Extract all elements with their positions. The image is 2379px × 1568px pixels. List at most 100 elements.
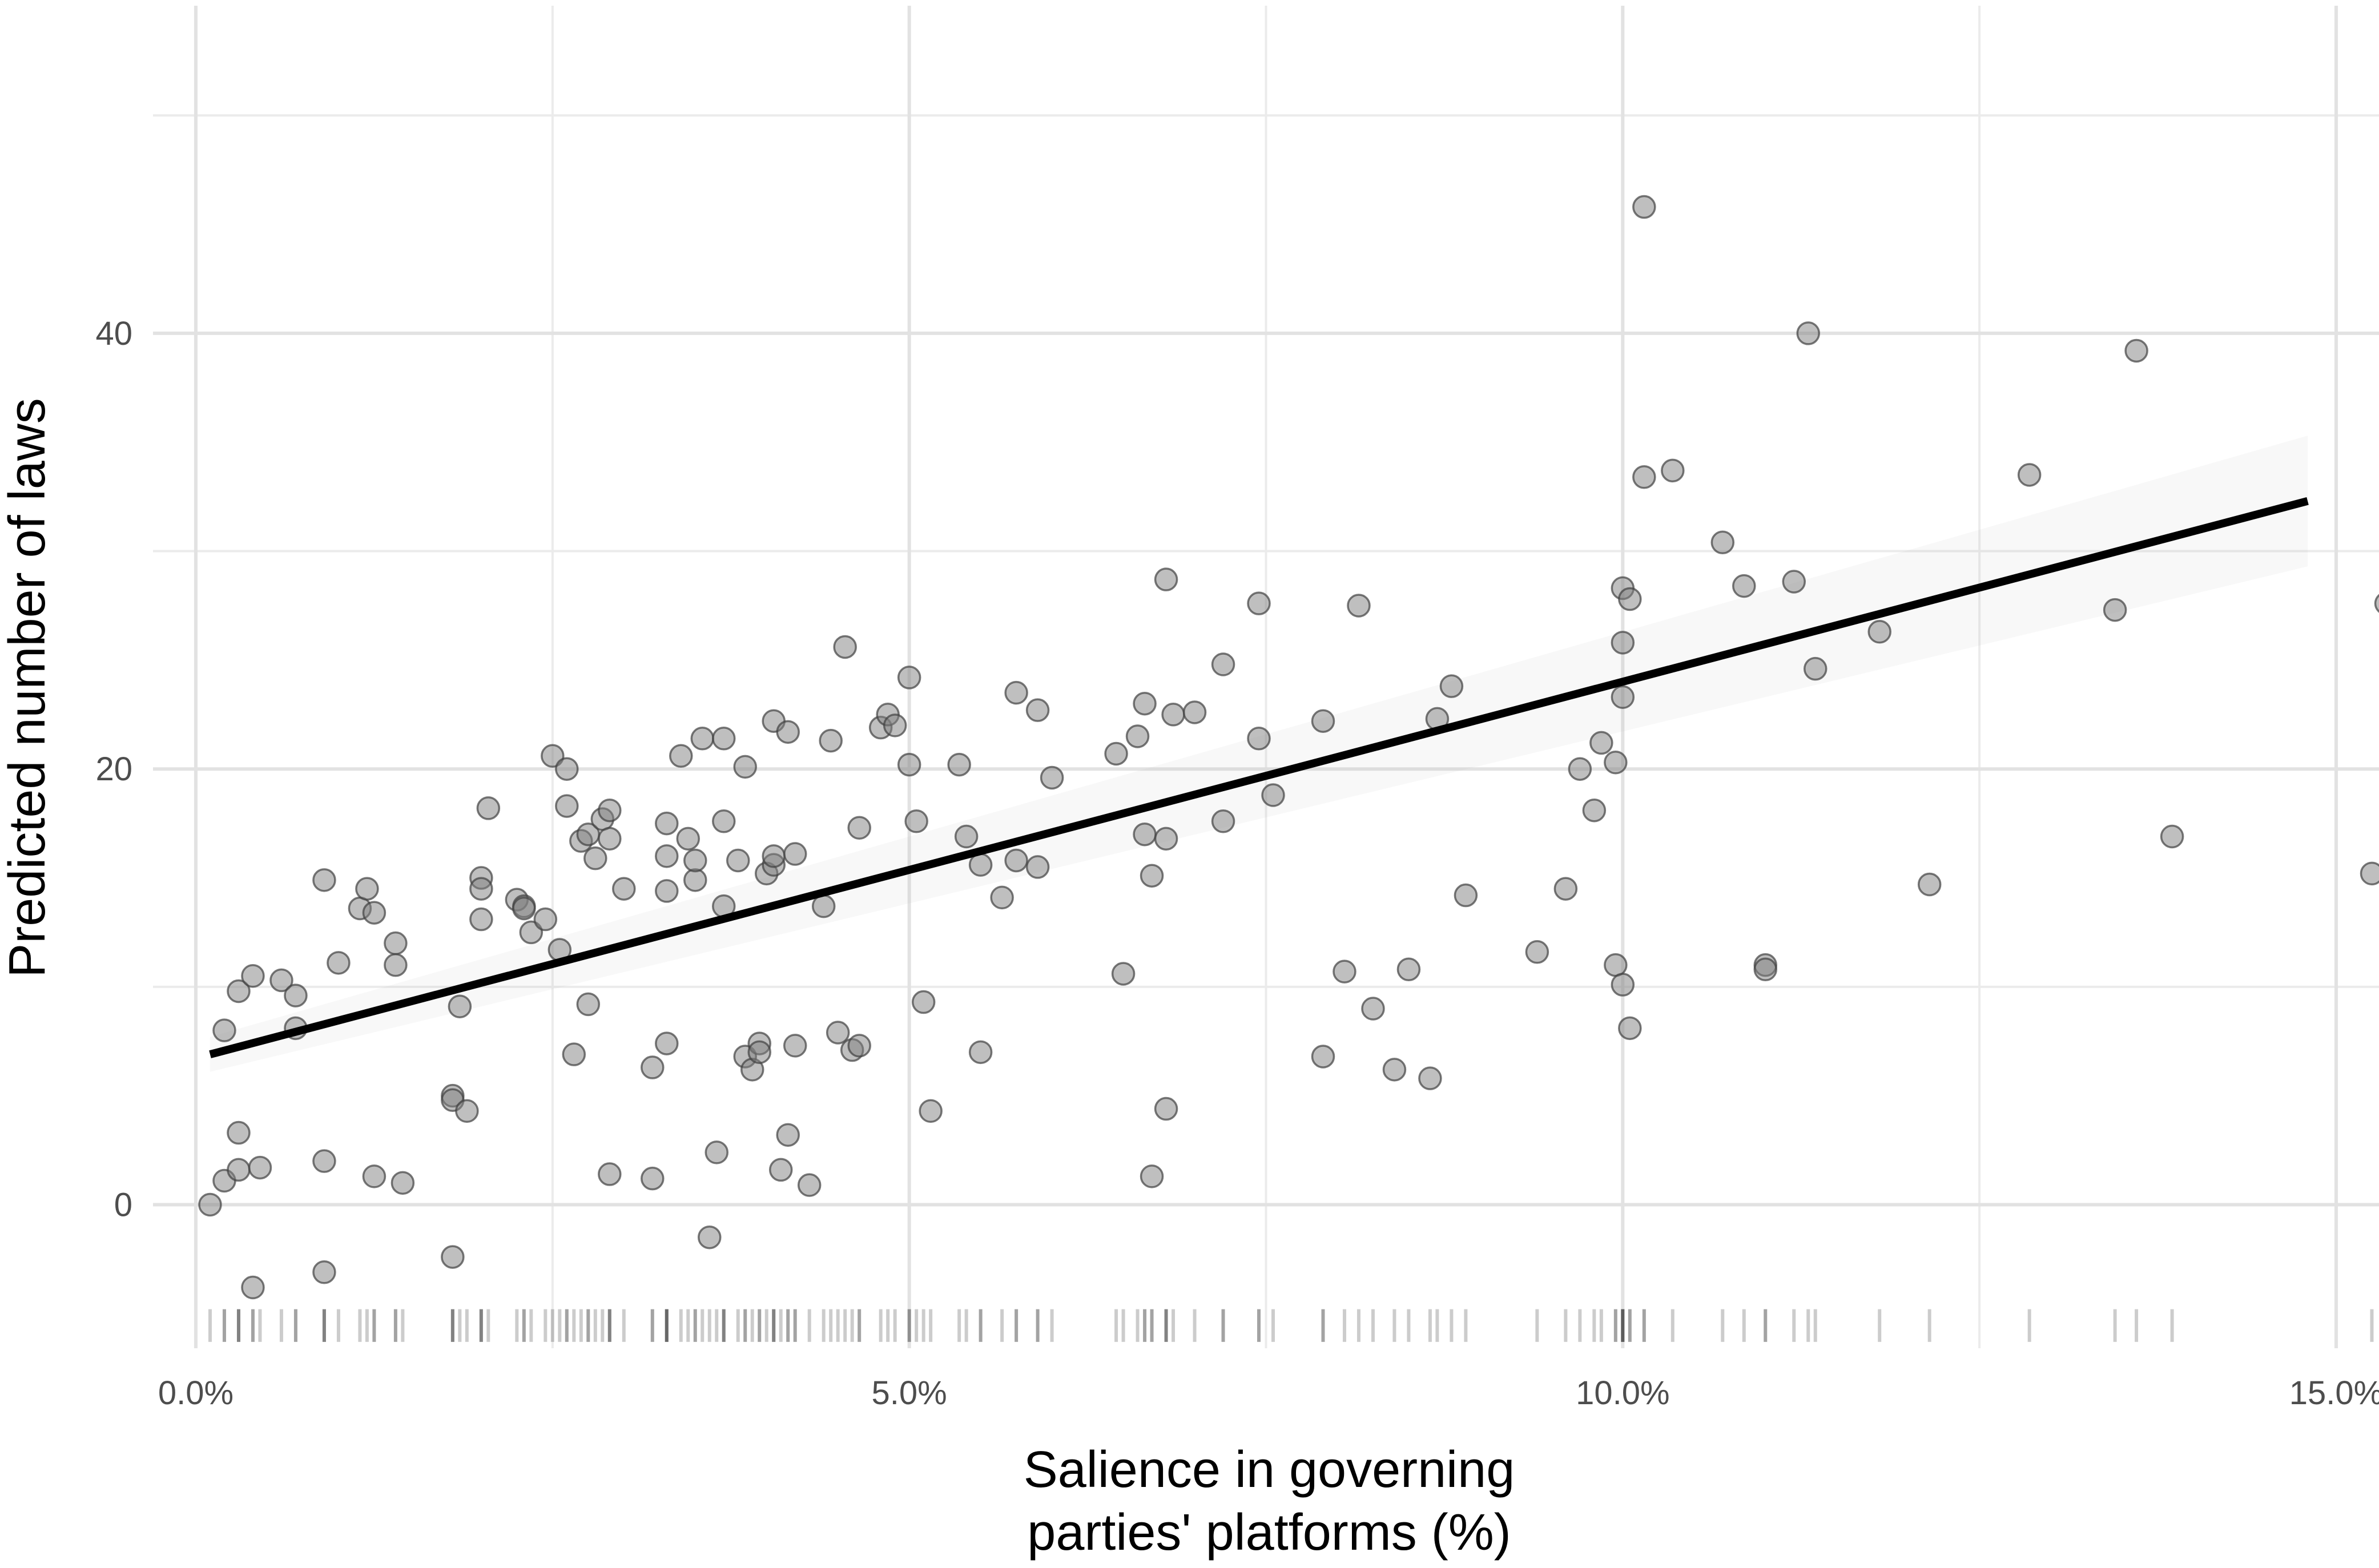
data-point xyxy=(904,809,928,833)
data-point xyxy=(269,968,293,993)
data-point xyxy=(2160,824,2184,849)
data-point xyxy=(847,1034,871,1058)
data-point xyxy=(768,1158,793,1182)
data-point xyxy=(1261,783,1285,807)
data-point xyxy=(1568,757,1592,781)
data-point xyxy=(384,953,408,977)
data-point xyxy=(676,827,701,851)
data-point xyxy=(968,1040,993,1065)
data-point xyxy=(1311,709,1335,733)
data-point xyxy=(327,951,351,975)
data-point xyxy=(1025,855,1050,879)
data-point xyxy=(698,1225,722,1249)
data-point xyxy=(641,1055,665,1079)
data-point xyxy=(1347,594,1371,618)
data-point xyxy=(1604,750,1628,775)
x-axis-title-line-2: parties' platforms (%) xyxy=(1027,1504,1511,1561)
data-point xyxy=(1211,809,1235,833)
data-point xyxy=(598,1162,622,1186)
data-point xyxy=(1418,1066,1442,1090)
data-point xyxy=(655,811,679,836)
data-point xyxy=(847,816,871,840)
data-point xyxy=(1333,960,1356,983)
data-point xyxy=(1439,674,1464,698)
data-point xyxy=(1710,530,1735,555)
data-point xyxy=(1582,798,1607,823)
data-point xyxy=(1589,731,1613,755)
data-point xyxy=(512,896,536,921)
data-point xyxy=(655,879,679,903)
data-point xyxy=(469,877,493,901)
data-point xyxy=(776,720,800,744)
data-point xyxy=(968,853,993,877)
data-point xyxy=(1025,698,1050,722)
data-point xyxy=(227,1158,251,1182)
data-point xyxy=(248,1155,272,1180)
data-point xyxy=(1382,1058,1407,1082)
data-point xyxy=(312,1149,336,1173)
data-point xyxy=(1140,1164,1164,1188)
data-point xyxy=(1782,570,1806,594)
x-tick-label: 15.0% xyxy=(2289,1374,2379,1412)
y-tick-label: 40 xyxy=(95,315,132,352)
data-point xyxy=(2017,463,2042,487)
data-point xyxy=(1611,973,1635,997)
data-point xyxy=(897,666,921,690)
data-point xyxy=(683,848,707,873)
data-point xyxy=(362,1164,387,1188)
data-point xyxy=(711,809,736,833)
data-point xyxy=(911,990,936,1014)
data-point xyxy=(533,907,558,932)
data-point xyxy=(1618,1016,1642,1041)
data-point xyxy=(1611,631,1635,655)
data-point xyxy=(833,635,857,659)
x-rug-marks xyxy=(208,1309,2374,1342)
data-point xyxy=(1553,877,1578,901)
data-point xyxy=(227,979,251,1003)
data-point xyxy=(1161,703,1185,727)
data-point xyxy=(391,1171,415,1195)
x-axis-tick-labels: 0.0% 5.0% 10.0% 15.0% xyxy=(158,1374,2379,1412)
data-point xyxy=(469,907,493,932)
data-point xyxy=(1104,741,1128,766)
data-point xyxy=(783,842,807,866)
data-point xyxy=(1154,567,1178,591)
data-point xyxy=(990,885,1014,910)
minor-gridlines xyxy=(153,6,2379,1348)
data-point xyxy=(2360,861,2379,886)
data-point xyxy=(612,877,636,901)
data-point xyxy=(455,1099,479,1123)
data-point xyxy=(2103,598,2127,622)
data-point xyxy=(583,846,607,870)
data-point xyxy=(797,1173,822,1197)
data-point xyxy=(1004,848,1028,873)
trend-line-group xyxy=(209,497,2309,1058)
data-point xyxy=(355,877,379,901)
data-point xyxy=(555,794,579,818)
data-point xyxy=(384,931,408,956)
data-point xyxy=(2124,338,2148,363)
data-point xyxy=(897,752,921,777)
data-point xyxy=(1917,872,1942,897)
data-point xyxy=(819,728,843,753)
data-point xyxy=(733,755,757,779)
data-point xyxy=(919,1099,943,1123)
data-point xyxy=(1804,656,1827,681)
data-point xyxy=(562,1042,586,1066)
data-point xyxy=(690,727,715,751)
data-point xyxy=(1211,652,1235,676)
data-point xyxy=(576,992,601,1017)
data-point xyxy=(1661,458,1685,483)
x-tick-label: 5.0% xyxy=(872,1374,947,1412)
data-point xyxy=(312,868,336,892)
data-point xyxy=(1525,940,1549,964)
data-point xyxy=(1867,620,1891,644)
data-point xyxy=(312,1260,336,1284)
y-tick-label: 0 xyxy=(114,1186,132,1223)
data-point xyxy=(2374,594,2379,613)
data-point xyxy=(1154,827,1178,851)
data-point xyxy=(1396,957,1421,982)
data-point xyxy=(1133,822,1157,847)
y-axis-tick-labels: 0 20 40 xyxy=(95,315,132,1224)
